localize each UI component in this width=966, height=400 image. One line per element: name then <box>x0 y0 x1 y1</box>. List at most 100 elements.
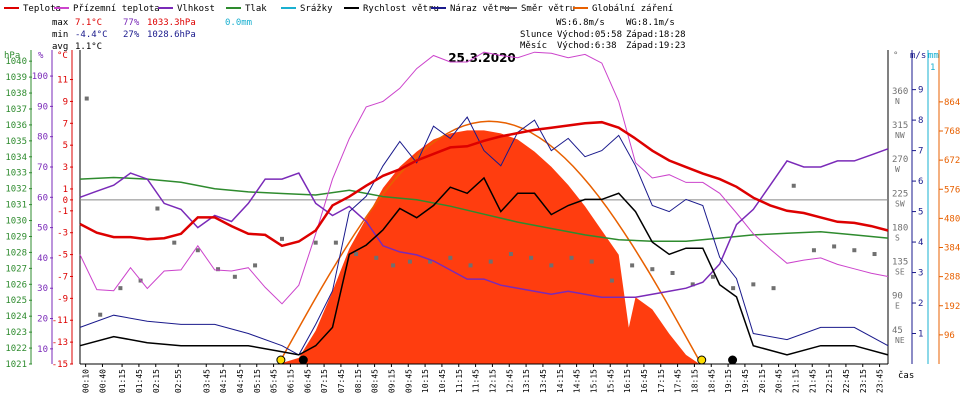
stats-block: max 7.1°C 77% 1033.3hPa 0.0mm min -4.4°C… <box>52 18 252 52</box>
series-smer-point <box>549 263 554 268</box>
x-tick-label: 10:15 <box>421 369 430 393</box>
series-smer-point <box>280 236 284 241</box>
pressure-tick: 1040 <box>5 57 27 67</box>
direction-label: NE <box>895 336 905 345</box>
humidity-tick: 100 <box>32 72 48 82</box>
temperature-tick: -7 <box>57 272 68 282</box>
wg-value: WG:8.1m/s <box>626 18 675 28</box>
series-smer-point <box>731 286 736 291</box>
legend-label-srazky: Srážky <box>300 4 333 14</box>
legend-label-vitr: Rychlost větru <box>363 4 439 14</box>
x-tick-label: 21:45 <box>808 369 817 393</box>
series-vitr-line <box>79 176 889 356</box>
legend-label-teplota: Teplota <box>23 4 61 14</box>
stat-avg-label: avg <box>52 42 68 52</box>
pressure-tick: 1032 <box>5 185 27 195</box>
temperature-tick: 9 <box>63 97 68 107</box>
humidity-unit: % <box>38 51 44 61</box>
temperature-tick: 11 <box>57 76 68 86</box>
pressure-tick: 1026 <box>5 280 27 290</box>
x-tick-label: 18:15 <box>690 369 699 393</box>
radiation-tick: 576 <box>944 185 960 195</box>
pressure-tick: 1033 <box>5 169 27 179</box>
pressure-tick: 1022 <box>5 344 27 354</box>
series-smer-point <box>232 274 237 279</box>
series-naraz-line <box>79 116 889 356</box>
direction-tick: 225 <box>892 189 908 199</box>
x-tick-label: 12:45 <box>505 369 514 393</box>
x-tick-label: 06:15 <box>286 369 295 393</box>
pressure-tick: 1021 <box>5 360 27 370</box>
x-tick-label: 22:45 <box>842 369 851 393</box>
wind-tick: 4 <box>918 238 923 248</box>
series-smer-point <box>391 263 396 268</box>
x-tick-label: 00:40 <box>98 369 107 393</box>
temperature-tick: 7 <box>63 119 68 129</box>
series-smer-point <box>468 263 473 268</box>
series-smer-point <box>852 248 857 253</box>
series-smer-point <box>569 255 574 260</box>
radiation-tick: 768 <box>944 127 960 137</box>
rain-unit: mm <box>928 51 939 61</box>
x-tick-label: 17:45 <box>674 369 683 393</box>
legend-label-naraz: Náraz větru <box>450 4 510 14</box>
x-tick-label: 21:15 <box>791 369 800 393</box>
direction-label: W <box>895 165 900 174</box>
x-tick-label: 07:15 <box>320 369 329 393</box>
humidity-tick: 70 <box>37 163 48 173</box>
x-tick-label: 01:15 <box>118 369 127 393</box>
temperature-tick: 5 <box>63 141 68 151</box>
x-tick-label: 23:15 <box>859 369 868 393</box>
pressure-tick: 1035 <box>5 137 27 147</box>
temperature-tick: -9 <box>57 294 68 304</box>
pressure-tick: 1027 <box>5 264 27 274</box>
sunset: Západ:18:28 <box>626 30 686 40</box>
direction-label: SE <box>895 268 905 277</box>
x-tick-label: 07:45 <box>337 369 346 393</box>
radiation-tick: 96 <box>944 331 955 341</box>
series-smer-point <box>710 274 715 279</box>
series-smer-point <box>488 259 493 264</box>
series-smer-point <box>690 282 695 287</box>
direction-label: SW <box>895 199 905 208</box>
x-tick-label: 22:15 <box>825 369 834 393</box>
pressure-tick: 1031 <box>5 201 27 211</box>
x-tick-label: 19:45 <box>741 369 750 393</box>
moonrise-marker <box>298 355 308 365</box>
x-tick-label: 20:15 <box>758 369 767 393</box>
x-tick-label: 17:15 <box>657 369 666 393</box>
series-smer-point <box>751 282 756 287</box>
direction-unit: ° <box>893 51 898 61</box>
plot-area <box>79 51 889 365</box>
pressure-unit: hPa <box>4 51 20 61</box>
pressure-tick: 1036 <box>5 121 27 131</box>
direction-label: S <box>895 233 900 242</box>
legend-label-zareni: Globální záření <box>592 4 673 14</box>
x-tick-label: 14:15 <box>556 369 565 393</box>
axes: 1040103910381037103610351034103310321031… <box>5 50 960 370</box>
stat-min-temp: -4.4°C <box>75 30 108 40</box>
pressure-tick: 1030 <box>5 217 27 227</box>
temperature-tick: -11 <box>52 316 68 326</box>
x-tick-label: 01:45 <box>135 369 144 393</box>
series-smer-point <box>172 240 177 245</box>
ws-value: WS:6.8m/s <box>556 18 605 28</box>
humidity-tick: 90 <box>37 102 48 112</box>
series-smer-point <box>407 259 412 264</box>
x-tick-label: 10:45 <box>438 369 447 393</box>
stat-min-press: 1028.6hPa <box>147 30 196 40</box>
temperature-tick: 3 <box>63 163 68 173</box>
temperature-tick: 1 <box>63 185 68 195</box>
x-tick-label: 09:15 <box>387 369 396 393</box>
series-smer-point <box>650 267 655 272</box>
sunset-marker <box>697 355 707 365</box>
humidity-tick: 60 <box>37 193 48 203</box>
series-smer-point <box>195 248 200 253</box>
series-smer-point <box>118 286 123 291</box>
series-smer-point <box>670 270 675 275</box>
direction-tick: 45 <box>892 326 903 336</box>
direction-label: NW <box>895 131 905 140</box>
sun-label: Slunce <box>520 30 553 40</box>
